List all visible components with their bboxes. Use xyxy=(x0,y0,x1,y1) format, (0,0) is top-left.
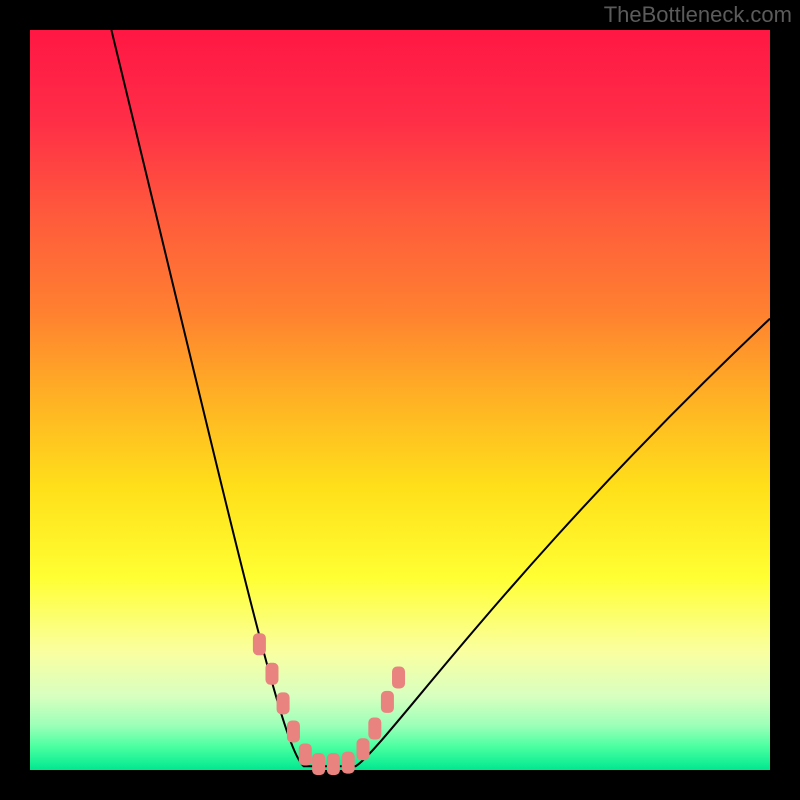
plot-background xyxy=(30,30,770,770)
curve-marker xyxy=(299,743,312,765)
chart-container: TheBottleneck.com xyxy=(0,0,800,800)
watermark-text: TheBottleneck.com xyxy=(604,2,792,28)
curve-marker xyxy=(342,752,355,774)
curve-marker xyxy=(277,692,290,714)
curve-marker xyxy=(381,691,394,713)
curve-marker xyxy=(253,633,266,655)
curve-marker xyxy=(392,667,405,689)
curve-marker xyxy=(312,753,325,775)
bottleneck-chart xyxy=(0,0,800,800)
curve-marker xyxy=(368,718,381,740)
curve-marker xyxy=(287,721,300,743)
curve-marker xyxy=(327,753,340,775)
curve-marker xyxy=(265,663,278,685)
curve-marker xyxy=(357,738,370,760)
